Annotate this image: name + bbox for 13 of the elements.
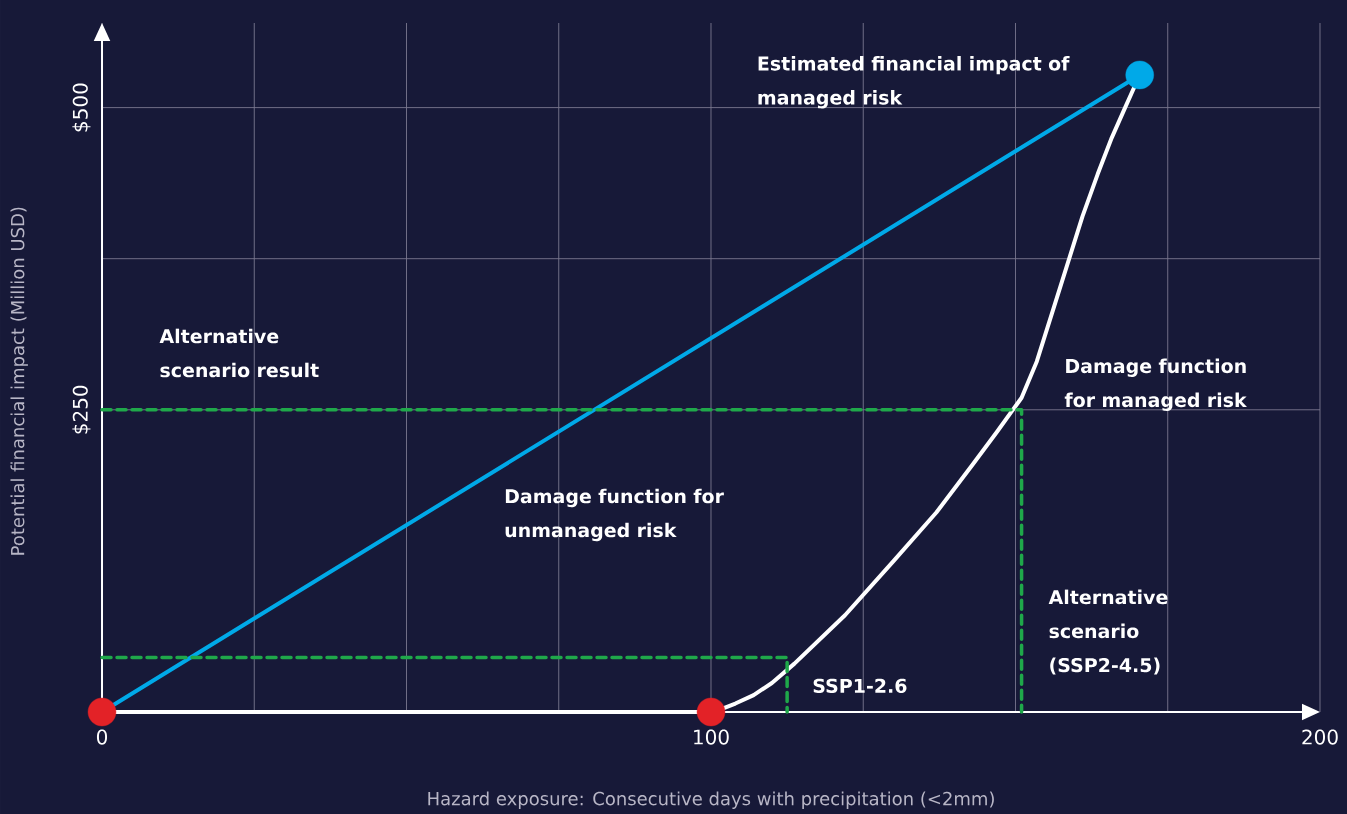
- x-tick-label: 100: [694, 729, 729, 745]
- annotation: Estimated financial impact of managed risk: [758, 55, 1070, 109]
- annotation: Alternative scenario result: [159, 328, 319, 378]
- y-tick-label: $500: [72, 83, 91, 132]
- annotation: SSP1-2.6: [813, 678, 907, 693]
- y-tick-label: $250: [72, 385, 91, 434]
- annotation: Alternative scenario (SSP2-4.5): [1048, 589, 1168, 675]
- annotation: Damage function for unmanaged risk: [505, 488, 724, 542]
- annotation: Damage function for managed risk: [1064, 358, 1247, 411]
- y-axis-title: Potential financial impact (Million USD): [10, 207, 28, 555]
- x-axis-title: Hazard exposure: Consecutive days with precipitation (<2mm): [428, 791, 994, 809]
- x-tick-label: 0: [96, 729, 108, 745]
- x-tick-label: 200: [1302, 729, 1338, 745]
